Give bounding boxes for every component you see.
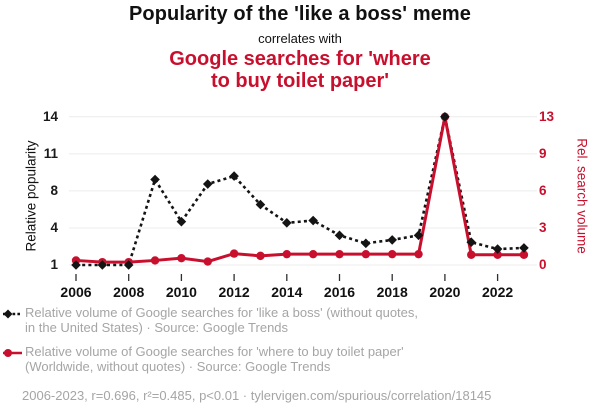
- legend-item-like-a-boss: Relative volume of Google searches for '…: [3, 305, 418, 335]
- right-axis-tick-label: 9: [539, 145, 547, 161]
- data-point-diamond: [334, 230, 345, 241]
- x-axis-tick-label: 2010: [165, 284, 197, 300]
- data-point-circle: [335, 249, 344, 259]
- data-point-circle: [493, 250, 502, 259]
- x-axis-tick-label: 2020: [429, 284, 461, 300]
- data-point-diamond: [466, 237, 477, 247]
- x-axis-tick-label: 2016: [323, 284, 356, 300]
- data-point-circle: [256, 251, 265, 261]
- right-axis-tick-label: 3: [539, 219, 547, 235]
- right-axis-tick-label: 6: [539, 182, 547, 198]
- data-point-circle: [519, 250, 529, 259]
- data-point-circle: [203, 257, 212, 266]
- red-solid-series-marker-icon: [3, 349, 22, 357]
- legend-label-like-a-boss: Relative volume of Google searches for '…: [25, 305, 418, 335]
- correlates-with-label: correlates with: [258, 31, 342, 46]
- data-point-diamond: [229, 171, 239, 181]
- data-point-circle: [414, 249, 423, 259]
- right-axis-tick-label: 13: [539, 108, 555, 124]
- x-axis-tick-label: 2022: [482, 284, 514, 300]
- primary-title: Popularity of the 'like a boss' meme: [128, 3, 472, 25]
- data-point-circle: [467, 250, 476, 259]
- left-axis-tick-label: 8: [50, 182, 58, 198]
- x-axis-tick-label: 2018: [376, 284, 408, 300]
- data-point-diamond: [150, 174, 160, 185]
- x-axis-tick-label: 2006: [60, 284, 92, 300]
- x-axis-tick-label: 2012: [218, 284, 250, 300]
- data-point-circle: [177, 253, 186, 263]
- data-point-circle: [308, 249, 318, 259]
- data-point-circle: [282, 249, 291, 259]
- plot-area: [69, 112, 537, 281]
- data-point-diamond: [492, 244, 503, 254]
- left-axis-tick-label: 1: [50, 257, 58, 272]
- data-point-diamond: [387, 235, 397, 245]
- series-line-1: [75, 116, 524, 264]
- data-point-diamond: [123, 260, 134, 270]
- stats-footer: 2006-2023, r=0.696, r²=0.485, p<0.01 · t…: [22, 388, 492, 403]
- data-point-diamond: [255, 199, 266, 210]
- data-point-circle: [229, 249, 239, 258]
- x-axis-tick-label: 2008: [113, 284, 145, 300]
- data-point-diamond: [519, 243, 529, 253]
- legend-label-toilet-paper: Relative volume of Google searches for '…: [25, 344, 404, 374]
- right-axis-tick-label: 0: [539, 257, 547, 272]
- data-point-diamond: [361, 238, 371, 249]
- data-point-diamond: [97, 260, 108, 270]
- data-point-circle: [361, 249, 371, 259]
- x-axis-tick-label: 2014: [271, 284, 303, 300]
- data-point-circle: [150, 256, 160, 265]
- data-point-circle: [388, 249, 397, 259]
- left-axis-tick-label: 4: [50, 219, 58, 235]
- left-axis-tick-label: 14: [42, 108, 58, 124]
- data-point-diamond: [440, 112, 450, 122]
- legend-item-toilet-paper: Relative volume of Google searches for '…: [3, 344, 404, 374]
- data-point-diamond: [202, 179, 213, 189]
- secondary-title: Google searches for 'where to buy toilet…: [169, 48, 431, 92]
- data-point-diamond: [71, 260, 81, 270]
- black-dashed-series-marker-icon: [3, 309, 22, 319]
- left-axis-tick-label: 11: [43, 145, 58, 161]
